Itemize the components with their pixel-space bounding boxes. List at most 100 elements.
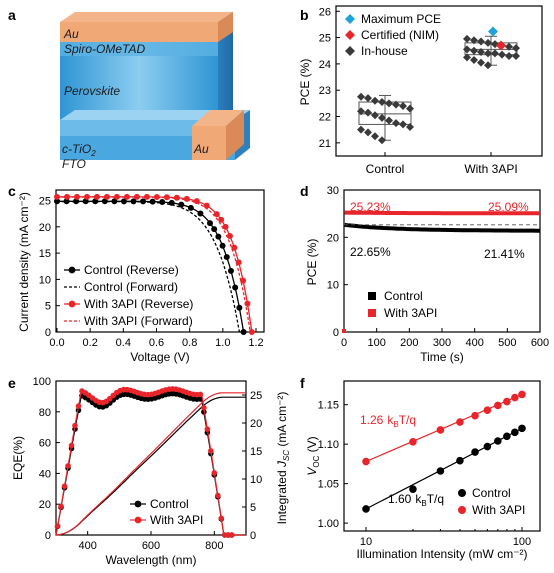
d-start-point [342,329,346,333]
d-legend-label: Control [384,289,423,303]
f-legend-marker [457,488,466,497]
panel-e-frame [55,380,247,536]
panel-a-device: a Au Spiro-OMeTAD Perovskite c-TiO2 FTO … [8,7,250,171]
b-category-label: With 3API [464,162,517,176]
e-y2tick-label: 0 [250,530,256,542]
b-api-point [484,49,492,58]
f-point [503,397,511,406]
e-xtick-label: 400 [78,540,96,552]
e-xtick-label: 600 [142,540,160,552]
b-legend-label: In-house [361,44,408,58]
c-marker [149,198,156,205]
panel-b-ylabel: PCE (%) [298,59,312,106]
f-point [362,505,370,513]
c-marker [193,198,200,205]
b-api-point [470,46,478,55]
f-point [518,390,526,399]
e-legend-label: Control [150,497,189,511]
f-point [494,401,502,410]
b-ytick-label: 21 [319,138,331,150]
c-legend-label: Control (Reverse) [84,263,179,277]
f-point [409,437,417,446]
f-legend-label: Control [472,486,511,500]
b-control-point [364,94,372,103]
f-xtick-label: 100 [513,536,531,548]
f-legend-marker [457,505,466,514]
e-eqe-marker [75,403,82,409]
e-ytick-label: 80 [39,407,51,419]
panel-d-stability: d 0 100 200 300 400 500 600 0 10 20 30 Time (s) PC… [300,183,549,364]
e-y2tick-label: 20 [250,418,262,430]
f-point [471,448,479,456]
panel-f-voc: f 10 100 1.00 1.05 1.10 1.15 Illumination Int… [300,375,541,561]
b-api-point [512,52,520,60]
f-point [409,485,417,493]
f-ytick-label: 1.15 [318,400,339,412]
e-eqe-marker [107,395,113,402]
b-api-point [477,48,485,57]
panel-e-eqe: e 400 600 800 0 20 40 60 80 100 0 5 10 15 20 25 Wavele… [8,375,291,567]
b-control-point [357,107,365,116]
layer-au-side-label: Au [193,142,209,156]
b-certified-point [496,40,506,51]
b-ytick-label: 25 [319,33,331,45]
b-api-point [463,34,471,43]
e-eqe-marker [201,405,207,411]
c-marker [197,210,204,217]
d-annot-api-end: 25.09% [488,200,529,214]
d-ytick-label: 10 [327,280,339,292]
c-marker [213,211,220,218]
panel-c-jv: c 0.0 0.2 0.4 0.6 0.8 1.0 1.2 0 5 10 15 20 25 Voltag… [8,183,265,364]
layer-au-label: Au [63,27,79,41]
c-marker [240,277,247,284]
panel-c-label: c [8,183,16,199]
d-xtick-label: 200 [400,337,418,349]
e-legend-marker [134,516,142,524]
e-eqe-marker [72,422,78,429]
panel-f-frame [343,380,541,532]
b-ytick-label: 26 [319,6,331,18]
d-xtick-label: 100 [367,337,385,349]
panel-b-label: b [300,7,309,23]
b-api-point [463,53,471,62]
b-api-point [477,37,485,46]
b-api-point [512,44,520,53]
e-y2tick-label: 10 [250,474,262,486]
b-control-point [364,108,372,117]
e-legend-label: With 3API [150,513,203,527]
b-control-point [371,132,379,141]
f-point [518,424,526,433]
f-point [456,456,464,465]
c-marker [240,328,247,335]
c-marker [206,220,213,227]
c-marker [173,194,180,201]
c-curve [57,196,251,333]
c-ytick-label: 25 [39,196,51,208]
panel-d-label: d [300,183,309,199]
f-xtick-label: 10 [360,536,372,548]
c-marker [178,201,185,208]
c-marker [231,244,238,251]
e-xtick-label: 800 [205,540,223,552]
b-ytick-label: 22 [319,112,331,124]
c-ytick-label: 20 [39,222,51,234]
b-legend-label: Maximum PCE [361,12,441,26]
f-point [503,432,511,441]
d-legend-marker [368,292,376,300]
b-legend-label: Certified (NIM) [361,28,439,42]
panel-c-frame [55,189,265,333]
e-eqe-marker [197,391,204,398]
c-marker [218,216,225,223]
panel-e-label: e [8,375,16,391]
f-legend-label: With 3API [472,503,525,517]
c-legend-marker [68,266,76,274]
e-eqe-marker [215,492,221,499]
e-eqe-marker [110,392,117,399]
c-marker [203,202,210,209]
d-xtick-label: 500 [498,337,516,349]
f-ytick-label: 1.05 [318,479,339,491]
d-xtick-label: 400 [465,337,483,349]
f-ytick-label: 1.00 [318,518,339,530]
d-ytick-label: 0 [333,327,339,339]
